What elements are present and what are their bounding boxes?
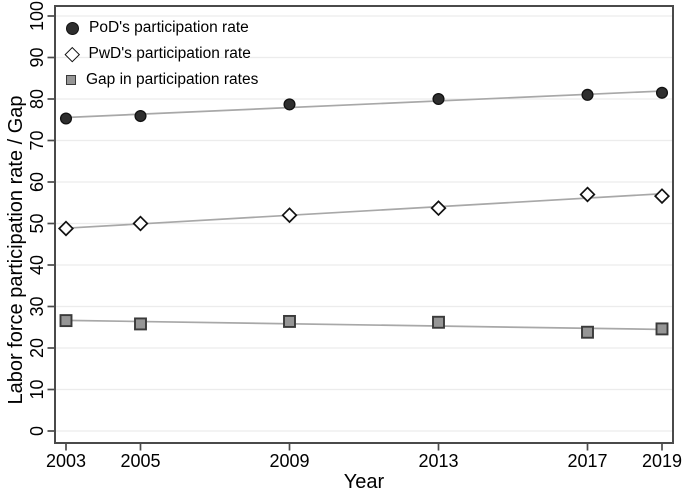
- data-point-diamond: [430, 200, 447, 217]
- data-point-diamond: [653, 188, 671, 205]
- y-tick-label: 40: [27, 255, 47, 275]
- legend-item-gap: Gap in participation rates: [66, 69, 258, 91]
- legend-label-gap: Gap in participation rates: [86, 71, 259, 89]
- filled-square-marker-icon: [66, 75, 76, 85]
- data-point-square: [59, 314, 73, 328]
- data-point-circle: [134, 109, 147, 123]
- y-tick-label: 80: [27, 89, 47, 109]
- legend-item-pod: PoD's participation rate: [66, 17, 258, 39]
- data-point-diamond: [281, 207, 298, 224]
- data-point-square: [134, 317, 147, 331]
- x-tick-label: 2017: [567, 451, 607, 471]
- x-tick-label: 2019: [642, 451, 682, 471]
- y-tick-label: 30: [27, 296, 47, 316]
- data-point-square: [283, 314, 296, 328]
- trend-line: [65, 192, 663, 230]
- data-point-circle: [432, 92, 445, 106]
- x-tick-label: 2003: [46, 451, 86, 471]
- data-point-circle: [581, 88, 594, 101]
- open-diamond-marker-icon: [64, 46, 80, 62]
- x-axis-title: Year: [344, 471, 385, 493]
- y-tick-label: 10: [27, 379, 47, 399]
- x-tick-label: 2013: [418, 451, 458, 471]
- y-tick-label: 20: [27, 338, 47, 358]
- y-tick-label: 100: [27, 1, 47, 31]
- trend-line: [65, 90, 663, 119]
- data-point-diamond: [132, 215, 149, 232]
- data-point-circle: [283, 98, 296, 111]
- y-tick-label: 90: [27, 47, 47, 67]
- data-point-circle: [59, 112, 73, 125]
- plot-border: [54, 5, 674, 444]
- x-tick-label: 2009: [269, 451, 309, 471]
- y-tick-label: 50: [27, 213, 47, 233]
- y-tick-label: 60: [27, 172, 47, 192]
- legend-item-pwd: PwD's participation rate: [64, 43, 258, 65]
- y-tick-label: 0: [27, 426, 47, 436]
- data-point-square: [432, 315, 445, 329]
- data-point-diamond: [579, 186, 596, 203]
- legend-label-pwd: PwD's participation rate: [88, 45, 251, 63]
- x-tick-label: 2005: [120, 451, 160, 471]
- y-axis-title: Labor force participation rate / Gap: [5, 95, 27, 404]
- y-tick-label: 70: [27, 130, 47, 150]
- data-point-circle: [655, 86, 669, 99]
- filled-circle-marker-icon: [66, 21, 79, 35]
- data-point-square: [655, 322, 669, 336]
- legend-label-pod: PoD's participation rate: [89, 19, 249, 37]
- legend: PoD's participation rate PwD's participa…: [64, 17, 258, 91]
- data-point-diamond: [57, 220, 75, 237]
- data-point-square: [581, 325, 594, 339]
- trend-line: [65, 319, 663, 331]
